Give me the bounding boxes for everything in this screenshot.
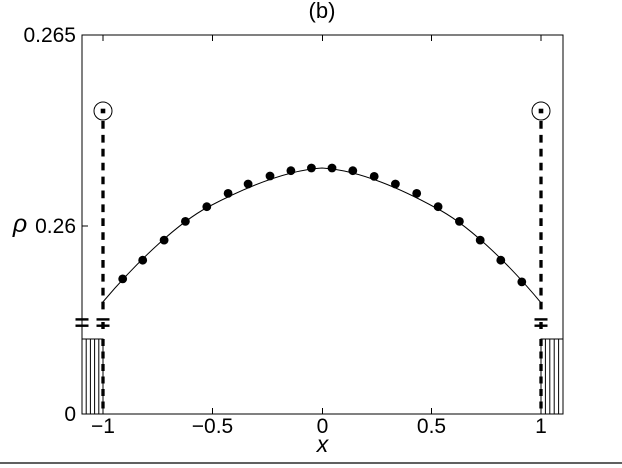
svg-text:0.5: 0.5: [417, 415, 446, 438]
svg-text:x: x: [316, 431, 330, 457]
svg-text:0: 0: [64, 403, 76, 426]
svg-text:−1: −1: [91, 415, 115, 438]
svg-text:0.26: 0.26: [35, 215, 76, 238]
svg-text:−0.5: −0.5: [192, 415, 233, 438]
svg-text:(b): (b): [309, 0, 336, 23]
svg-text:1: 1: [535, 415, 547, 438]
svg-text:0.265: 0.265: [23, 24, 76, 47]
svg-text:ρ: ρ: [12, 210, 27, 238]
